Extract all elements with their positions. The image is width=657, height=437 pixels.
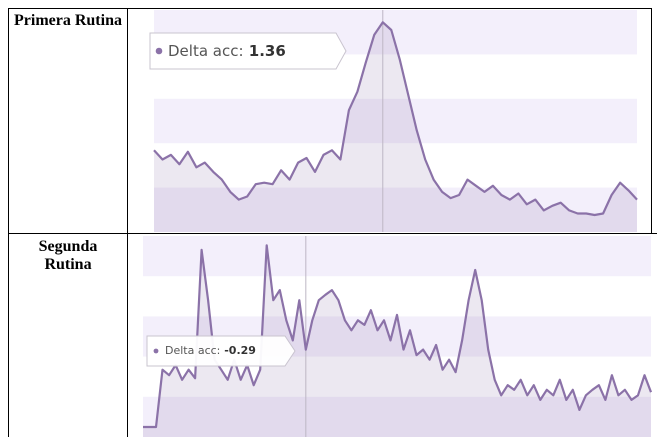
tooltip-text: Delta acc: -0.29 xyxy=(165,344,256,357)
tooltip-value: -0.29 xyxy=(224,344,256,357)
band xyxy=(143,396,651,437)
tooltip: Delta acc: -0.29 xyxy=(146,335,296,367)
tooltip-series: Delta acc: xyxy=(165,344,220,357)
line xyxy=(143,244,653,429)
row-label: Primera Rutina xyxy=(14,12,122,29)
chart-cell xyxy=(127,233,657,437)
tooltip: Delta acc: 1.36 xyxy=(149,32,347,70)
tooltip-text: Delta acc: 1.36 xyxy=(168,42,286,60)
line xyxy=(153,21,638,217)
row-label: Segunda Rutina xyxy=(38,238,98,273)
tooltip-value: 1.36 xyxy=(249,42,286,60)
band xyxy=(154,98,637,144)
tooltip-dot xyxy=(153,348,159,354)
chart: Delta acc: 1.36 xyxy=(149,10,638,232)
tooltip-series: Delta acc: xyxy=(168,42,244,60)
tooltip-dot xyxy=(155,47,163,55)
tooltip-box xyxy=(146,335,296,367)
chart: Delta acc: -0.29 xyxy=(143,236,653,437)
band xyxy=(143,236,651,277)
area xyxy=(154,22,637,232)
tooltip-box xyxy=(149,32,347,70)
label-cell xyxy=(8,8,128,234)
